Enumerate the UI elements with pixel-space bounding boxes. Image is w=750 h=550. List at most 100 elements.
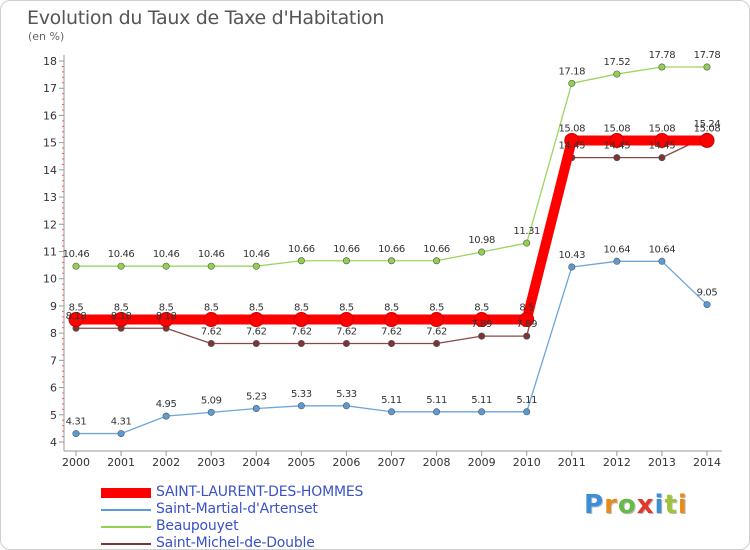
data-label: 10.66 <box>378 244 405 255</box>
data-point <box>162 412 170 420</box>
x-tick-label: 2003 <box>197 456 225 469</box>
logo-letter: i <box>677 490 688 520</box>
data-label: 17.52 <box>604 57 631 68</box>
legend-swatch <box>101 543 151 545</box>
data-label: 7.62 <box>336 326 357 337</box>
data-point <box>433 339 441 347</box>
data-label: 14.45 <box>558 141 585 152</box>
y-tick-label: 13 <box>43 191 57 204</box>
data-point <box>478 408 486 416</box>
series-line <box>76 66 707 267</box>
y-tick-label: 10 <box>43 273 57 286</box>
data-label: 5.09 <box>201 395 222 406</box>
x-tick-label: 2008 <box>423 456 451 469</box>
y-tick-label: 9 <box>50 300 57 313</box>
data-point <box>478 332 486 340</box>
y-tick-label: 18 <box>43 55 57 68</box>
x-tick-label: 2013 <box>648 456 676 469</box>
y-tick-label: 7 <box>50 354 57 367</box>
data-label: 8.5 <box>384 303 399 314</box>
data-point <box>387 408 395 416</box>
legend-label: SAINT-LAURENT-DES-HOMMES <box>156 484 364 500</box>
data-point <box>117 262 125 270</box>
chart-title: Evolution du Taux de Taxe d'Habitation <box>27 7 385 29</box>
data-label: 8.5 <box>339 303 354 314</box>
data-point <box>523 408 531 416</box>
data-point <box>68 312 84 328</box>
x-tick-label: 2000 <box>62 456 90 469</box>
x-tick-label: 2012 <box>603 456 631 469</box>
data-label: 8.18 <box>66 311 87 322</box>
data-point <box>207 339 215 347</box>
data-label: 8.18 <box>156 311 177 322</box>
data-point <box>474 312 490 328</box>
data-point <box>568 263 576 271</box>
data-point <box>429 312 445 328</box>
data-point <box>433 408 441 416</box>
data-point <box>252 339 260 347</box>
x-tick-label: 2009 <box>468 456 496 469</box>
data-point <box>338 312 354 328</box>
x-tick-label: 2014 <box>693 456 721 469</box>
x-tick-label: 2004 <box>242 456 270 469</box>
data-label: 5.33 <box>336 389 357 400</box>
data-label: 5.11 <box>426 395 447 406</box>
data-label: 4.31 <box>111 417 132 428</box>
data-point <box>72 430 80 438</box>
data-point <box>207 262 215 270</box>
x-tick-label: 2011 <box>558 456 586 469</box>
data-point <box>387 257 395 265</box>
data-label: 10.46 <box>198 249 225 260</box>
data-label: 10.66 <box>423 244 450 255</box>
data-label: 8.5 <box>429 303 444 314</box>
data-label: 15.08 <box>604 123 631 134</box>
y-tick-label: 14 <box>43 164 57 177</box>
data-label: 10.98 <box>468 235 495 246</box>
data-label: 17.78 <box>649 50 676 61</box>
data-point <box>658 154 666 162</box>
data-point <box>613 70 621 78</box>
data-point <box>252 405 260 413</box>
data-label: 8.5 <box>519 303 534 314</box>
data-label: 5.23 <box>246 392 267 403</box>
data-label: 7.62 <box>381 326 402 337</box>
legend-label: Beaupouyet <box>156 518 239 534</box>
data-point <box>384 312 399 328</box>
y-tick-label: 12 <box>43 218 57 231</box>
legend-swatch <box>101 526 151 528</box>
data-point <box>658 257 666 265</box>
data-label: 7.62 <box>426 326 447 337</box>
data-point <box>117 430 125 438</box>
data-label: 15.24 <box>694 119 721 130</box>
data-point <box>568 79 576 87</box>
y-tick-label: 11 <box>43 246 57 259</box>
data-label: 14.45 <box>649 141 676 152</box>
x-tick-label: 2010 <box>513 456 541 469</box>
data-point <box>248 312 264 328</box>
y-tick-label: 15 <box>43 137 57 150</box>
data-point <box>162 262 170 270</box>
data-label: 14.45 <box>604 141 631 152</box>
logo-letter: o <box>617 490 637 520</box>
x-tick-label: 2002 <box>152 456 180 469</box>
data-label: 4.95 <box>156 399 177 410</box>
data-label: 17.78 <box>694 50 721 61</box>
y-axis-unit-label: (en %) <box>28 30 65 43</box>
data-point <box>297 339 305 347</box>
y-tick-label: 17 <box>43 82 57 95</box>
data-point <box>519 312 535 328</box>
data-label: 10.66 <box>333 244 360 255</box>
data-point <box>207 408 215 416</box>
data-point <box>699 132 715 148</box>
data-label: 7.62 <box>246 326 267 337</box>
data-point <box>613 257 621 265</box>
data-point <box>158 312 174 328</box>
data-label: 7.89 <box>471 319 492 330</box>
data-label: 7.62 <box>291 326 312 337</box>
data-label: 7.62 <box>201 326 222 337</box>
y-tick-label: 6 <box>50 382 57 395</box>
data-point <box>203 312 219 328</box>
data-label: 8.5 <box>114 303 129 314</box>
proxiti-logo: Proxiti <box>584 490 688 520</box>
data-point <box>564 132 580 148</box>
